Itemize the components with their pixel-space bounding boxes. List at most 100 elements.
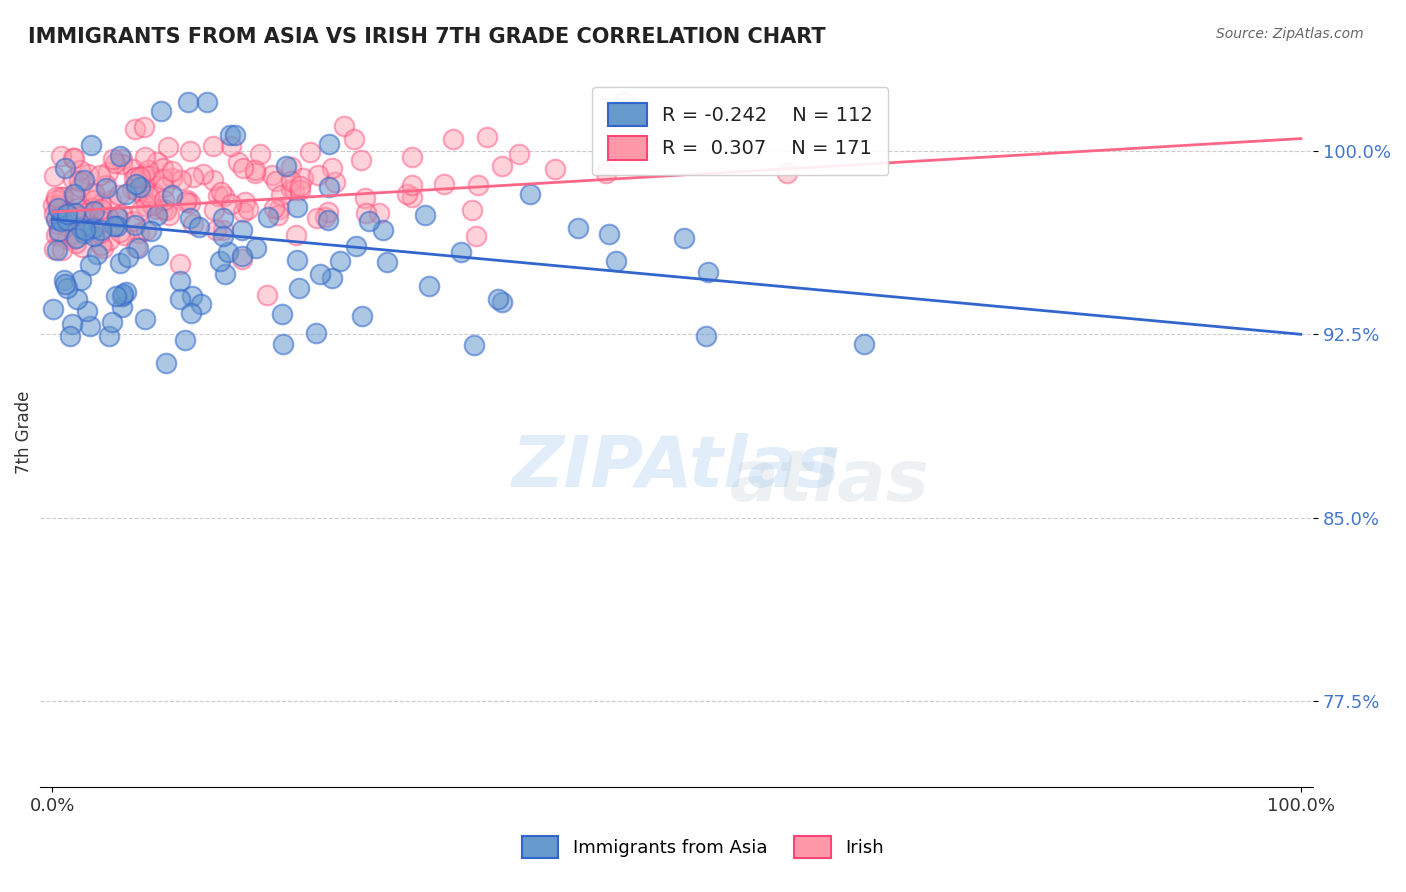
Point (354, 206, 377, 220)
Point (75, 222, 97, 236)
Point (141, 224, 163, 238)
Point (53, 198, 76, 212)
Point (464, 228, 486, 243)
Point (190, 297, 212, 311)
Point (270, 187, 292, 202)
Point (157, 207, 180, 221)
Point (49, 214, 72, 228)
Point (245, 163, 267, 178)
Point (91, 213, 114, 227)
Point (41, 198, 63, 212)
Point (567, 220, 589, 235)
Point (115, 285, 138, 299)
Point (48, 201, 70, 215)
Point (135, 172, 157, 186)
Point (180, 289, 202, 303)
Point (125, 182, 148, 196)
Point (343, 132, 366, 146)
Point (299, 145, 322, 160)
Point (305, 211, 328, 225)
Point (288, 183, 311, 197)
Point (124, 218, 146, 232)
Point (110, 149, 132, 163)
Point (112, 227, 135, 242)
Point (69, 221, 91, 235)
Point (243, 166, 266, 180)
Point (42, 302, 65, 317)
Point (86, 247, 108, 261)
Point (169, 173, 191, 187)
Point (450, 244, 472, 259)
Point (53, 277, 76, 291)
Point (121, 214, 143, 228)
Point (257, 211, 280, 225)
Point (350, 153, 373, 167)
Point (80, 137, 103, 152)
Point (160, 171, 183, 186)
Point (69, 209, 91, 223)
Point (224, 128, 246, 142)
Point (115, 187, 138, 202)
Point (131, 189, 153, 203)
Point (179, 211, 201, 226)
Point (52, 211, 75, 225)
Point (141, 198, 163, 212)
Point (179, 195, 201, 210)
Point (80, 201, 103, 215)
Point (260, 168, 283, 182)
Point (127, 241, 149, 255)
Point (401, 190, 423, 204)
Point (249, 146, 271, 161)
Point (94, 181, 117, 195)
Point (107, 210, 129, 224)
Point (100, 193, 122, 207)
Point (79, 258, 101, 272)
Point (613, 95, 636, 109)
Point (135, 199, 157, 213)
Point (56, 212, 79, 227)
Point (65, 206, 87, 220)
Point (67, 174, 90, 188)
Point (307, 168, 329, 182)
Point (543, 161, 565, 176)
Point (45, 228, 67, 243)
Point (195, 95, 218, 109)
Point (65, 230, 87, 244)
Point (97, 234, 120, 248)
Point (129, 180, 152, 194)
Point (89, 202, 111, 217)
Point (283, 183, 305, 197)
Point (219, 197, 242, 211)
Point (264, 173, 287, 187)
Point (475, 129, 498, 144)
Point (207, 189, 229, 203)
Point (111, 300, 134, 314)
Point (42, 207, 65, 221)
Point (211, 223, 233, 237)
Point (226, 154, 249, 169)
Point (134, 312, 156, 326)
Point (110, 256, 132, 270)
Point (285, 201, 308, 215)
Point (49, 148, 72, 162)
Point (42, 242, 65, 256)
Point (75, 205, 97, 219)
Point (375, 255, 398, 269)
Text: Source: ZipAtlas.com: Source: ZipAtlas.com (1216, 27, 1364, 41)
Point (441, 131, 464, 145)
Point (155, 356, 177, 370)
Point (191, 167, 214, 181)
Point (73, 172, 96, 186)
Point (413, 208, 436, 222)
Point (82, 193, 104, 207)
Point (595, 166, 617, 180)
Point (697, 265, 720, 279)
Point (371, 223, 394, 237)
Point (433, 177, 456, 191)
Point (83, 186, 105, 200)
Point (318, 204, 340, 219)
Point (201, 173, 224, 187)
Point (288, 281, 311, 295)
Point (122, 170, 145, 185)
Point (100, 315, 122, 329)
